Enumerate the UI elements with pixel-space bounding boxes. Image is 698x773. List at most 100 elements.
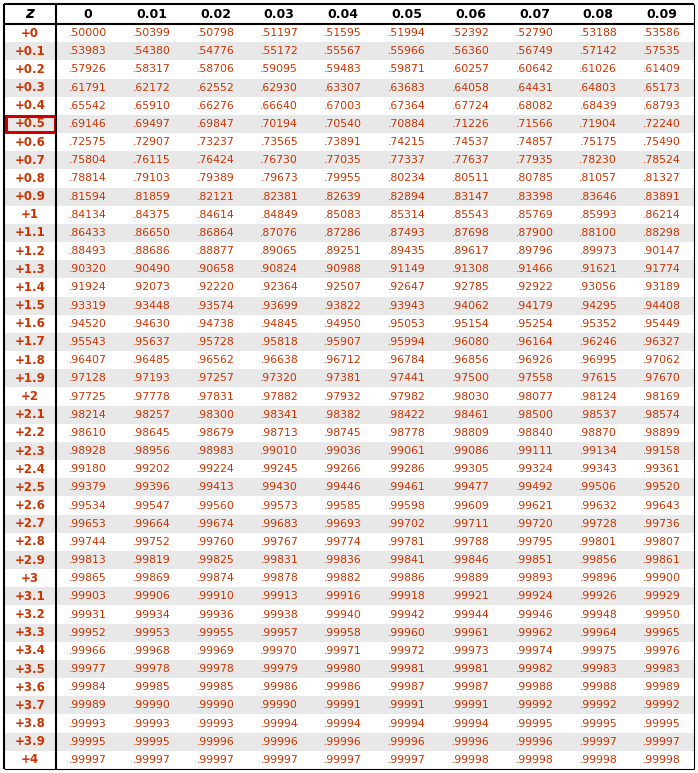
Text: .99931: .99931	[69, 610, 107, 619]
Text: .82639: .82639	[325, 192, 362, 202]
Text: .73891: .73891	[325, 137, 362, 147]
Bar	[4, 587, 694, 605]
Text: .99926: .99926	[579, 591, 617, 601]
Text: .99944: .99944	[452, 610, 489, 619]
Text: .75175: .75175	[579, 137, 617, 147]
Text: .97128: .97128	[69, 373, 107, 383]
Text: +2.6: +2.6	[15, 499, 45, 512]
Text: .99987: .99987	[388, 683, 426, 693]
Text: .92364: .92364	[260, 282, 298, 292]
Text: .99621: .99621	[516, 501, 554, 510]
Text: .99609: .99609	[452, 501, 489, 510]
Bar	[4, 569, 694, 587]
Text: .57535: .57535	[644, 46, 681, 56]
Text: .86433: .86433	[69, 228, 107, 238]
Text: .98928: .98928	[69, 446, 107, 456]
Text: .99477: .99477	[452, 482, 489, 492]
Text: .51595: .51595	[325, 28, 362, 38]
Text: .99997: .99997	[69, 755, 107, 765]
Text: .55172: .55172	[260, 46, 298, 56]
Text: .87900: .87900	[516, 228, 554, 238]
Text: .95352: .95352	[579, 318, 617, 329]
Text: .99985: .99985	[197, 683, 235, 693]
Text: .99996: .99996	[516, 737, 554, 747]
Text: .99889: .99889	[452, 574, 489, 583]
Text: .99702: .99702	[388, 519, 426, 529]
Text: .72907: .72907	[133, 137, 170, 147]
Bar	[4, 97, 694, 115]
Bar	[4, 696, 694, 714]
Text: .98956: .98956	[133, 446, 170, 456]
Text: .51197: .51197	[260, 28, 298, 38]
Bar	[4, 351, 694, 369]
Text: .99224: .99224	[197, 464, 235, 474]
Text: .99998: .99998	[516, 755, 554, 765]
Text: .99946: .99946	[516, 610, 554, 619]
Bar	[4, 478, 694, 496]
Text: .91466: .91466	[516, 264, 554, 274]
Text: .96080: .96080	[452, 337, 490, 347]
Bar	[4, 733, 694, 751]
Bar	[4, 242, 694, 261]
Text: .68439: .68439	[579, 100, 617, 111]
Bar	[4, 406, 694, 424]
Text: .89617: .89617	[452, 246, 489, 256]
Text: .98537: .98537	[579, 410, 617, 420]
Text: +0.8: +0.8	[15, 172, 45, 185]
Text: +4: +4	[21, 754, 39, 766]
Text: .99992: .99992	[644, 700, 681, 710]
Text: .94630: .94630	[133, 318, 170, 329]
Text: .99966: .99966	[69, 646, 107, 656]
Text: .94295: .94295	[579, 301, 617, 311]
Text: .99990: .99990	[133, 700, 170, 710]
Text: +3.9: +3.9	[15, 735, 45, 748]
Text: .99998: .99998	[452, 755, 489, 765]
Text: .91924: .91924	[69, 282, 107, 292]
Text: .99430: .99430	[260, 482, 298, 492]
Text: .99343: .99343	[579, 464, 617, 474]
Text: .91774: .91774	[644, 264, 681, 274]
Text: .71904: .71904	[579, 119, 617, 129]
Text: .76115: .76115	[133, 155, 170, 165]
Text: .85993: .85993	[579, 209, 617, 220]
Text: .85314: .85314	[388, 209, 426, 220]
Text: .99996: .99996	[388, 737, 426, 747]
Text: .99955: .99955	[197, 628, 235, 638]
Bar	[4, 333, 694, 351]
Text: .96327: .96327	[644, 337, 681, 347]
Text: +1: +1	[21, 208, 39, 221]
Text: .97257: .97257	[197, 373, 235, 383]
Text: .70194: .70194	[260, 119, 298, 129]
Bar	[4, 442, 694, 460]
Text: .64803: .64803	[579, 83, 617, 93]
Text: .98679: .98679	[197, 427, 235, 438]
Text: .99990: .99990	[197, 700, 235, 710]
Text: .57926: .57926	[69, 64, 107, 74]
Text: .99781: .99781	[388, 537, 426, 547]
Text: .99767: .99767	[260, 537, 298, 547]
Text: .74857: .74857	[516, 137, 554, 147]
Bar	[4, 515, 694, 533]
Text: .59483: .59483	[325, 64, 362, 74]
Bar	[6, 117, 54, 131]
Text: .82381: .82381	[260, 192, 298, 202]
Text: .73237: .73237	[197, 137, 235, 147]
Bar	[4, 642, 694, 660]
Text: +2: +2	[21, 390, 39, 403]
Text: .99962: .99962	[516, 628, 554, 638]
Text: .99958: .99958	[325, 628, 362, 638]
Text: .99903: .99903	[69, 591, 107, 601]
Text: .72240: .72240	[643, 119, 681, 129]
Bar	[4, 624, 694, 642]
Text: .99506: .99506	[579, 482, 617, 492]
Text: .99952: .99952	[69, 628, 107, 638]
Text: .95154: .95154	[452, 318, 489, 329]
Text: .93056: .93056	[579, 282, 617, 292]
Bar	[4, 24, 694, 43]
Text: .95994: .95994	[388, 337, 426, 347]
Text: .99980: .99980	[324, 664, 362, 674]
Text: .99846: .99846	[452, 555, 489, 565]
Bar	[4, 751, 694, 769]
Text: .99560: .99560	[197, 501, 235, 510]
Text: .98983: .98983	[197, 446, 235, 456]
